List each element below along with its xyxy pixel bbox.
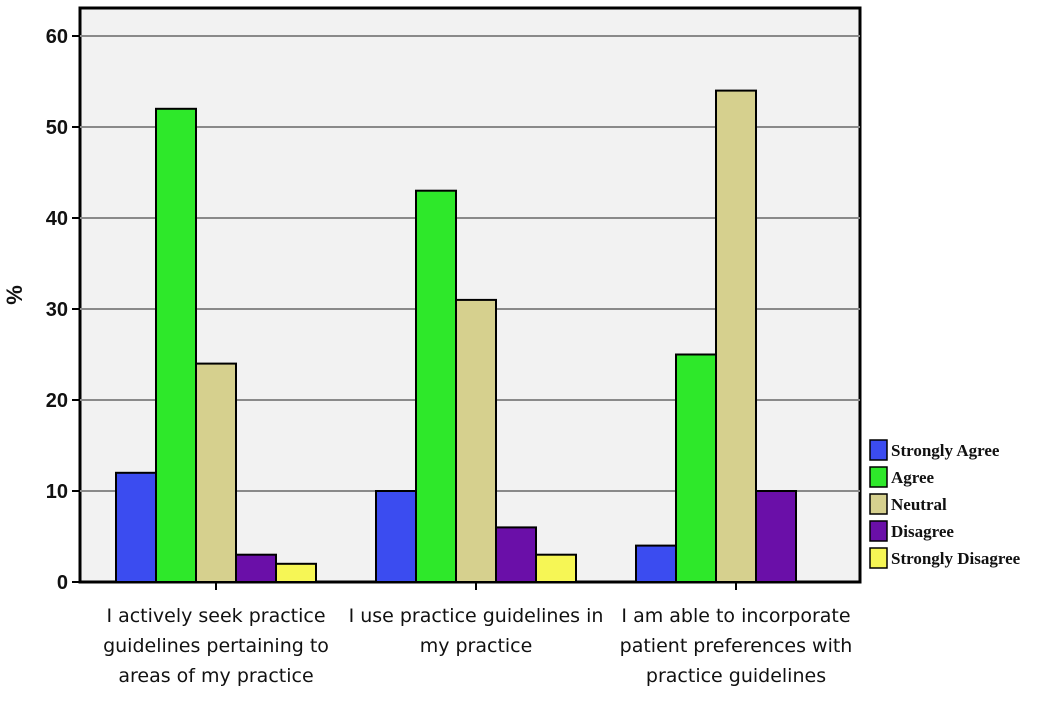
legend: Strongly Agree Agree Neutral Disagree Strong… <box>869 439 1021 569</box>
x-category-label: I am able to incorporate <box>621 605 850 627</box>
x-category-label: my practice <box>420 635 533 657</box>
bar-disagree <box>495 526 537 584</box>
bar-disagree <box>235 553 277 584</box>
legend-label: Neutral <box>891 495 947 514</box>
y-tick-label: 40 <box>46 208 68 230</box>
x-category-label: areas of my practice <box>118 665 313 687</box>
y-axis-ticks: 0 10 20 30 40 50 60 <box>46 26 80 594</box>
bar-strongly-agree <box>115 471 157 583</box>
bar-neutral <box>455 298 497 583</box>
y-tick-label: 60 <box>46 26 68 48</box>
x-category-label: practice guidelines <box>646 665 826 687</box>
legend-swatch <box>869 466 888 488</box>
bar-agree <box>675 353 717 583</box>
bar-strongly-agree <box>375 490 417 583</box>
legend-swatch <box>869 547 888 569</box>
bars <box>115 89 837 590</box>
legend-label: Strongly Disagree <box>891 549 1021 568</box>
legend-swatch <box>869 520 888 542</box>
category-labels: I actively seek practice guidelines perta… <box>103 605 852 687</box>
x-category-label: patient preferences with <box>620 635 853 657</box>
legend-swatch <box>869 493 888 515</box>
y-axis-label: % <box>2 285 27 305</box>
bar-disagree <box>755 490 797 583</box>
y-tick-label: 30 <box>46 299 68 321</box>
x-category-label: guidelines pertaining to <box>103 635 329 657</box>
legend-swatch <box>869 439 888 461</box>
bar-strongly-disagree <box>535 553 577 584</box>
bar-strongly-agree <box>635 544 677 583</box>
bar-agree <box>415 189 457 583</box>
bar-agree <box>155 107 197 584</box>
bar-strongly-disagree <box>275 562 317 583</box>
bar-neutral <box>195 362 237 583</box>
y-tick-label: 20 <box>46 390 68 412</box>
x-category-label: I actively seek practice <box>106 605 325 627</box>
y-tick-label: 50 <box>46 117 68 139</box>
legend-label: Strongly Agree <box>891 441 1000 460</box>
y-tick-label: 10 <box>46 481 68 503</box>
legend-label: Agree <box>891 468 935 487</box>
y-tick-label: 0 <box>57 572 68 594</box>
x-category-label: I use practice guidelines in <box>349 605 604 627</box>
legend-label: Disagree <box>891 522 954 541</box>
bar-neutral <box>715 89 757 583</box>
